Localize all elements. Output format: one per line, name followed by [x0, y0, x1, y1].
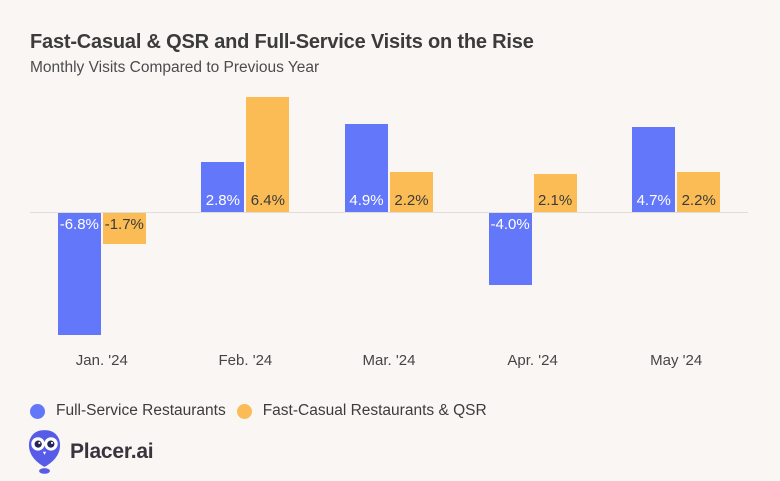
bar: 4.9% — [345, 123, 388, 212]
x-axis-label: May '24 — [650, 352, 703, 369]
bar-value-label: 2.1% — [537, 191, 573, 209]
chart-header: Fast-Casual & QSR and Full-Service Visit… — [30, 30, 534, 77]
placer-logo: Placer.ai — [27, 429, 154, 475]
legend-label: Full-Service Restaurants — [56, 402, 226, 419]
bar: -1.7% — [102, 213, 146, 244]
bar-value-label: 4.9% — [349, 191, 384, 209]
bar: 2.8% — [201, 161, 245, 212]
bar: 2.2% — [390, 172, 433, 212]
bar: 2.1% — [533, 174, 577, 212]
legend-item: Fast-Casual Restaurants & QSR — [236, 402, 487, 420]
chart-subtitle: Monthly Visits Compared to Previous Year — [30, 59, 320, 76]
bar-value-label: -4.0% — [490, 216, 530, 233]
legend-color-dot — [236, 403, 252, 419]
bar: 4.7% — [632, 127, 676, 212]
legend-color-dot — [30, 403, 45, 419]
bar: 6.4% — [246, 96, 290, 212]
bar: 2.2% — [677, 172, 721, 212]
bar: -6.8% — [57, 213, 101, 336]
bar-value-label: -1.7% — [104, 216, 144, 233]
bar-value-label: 2.2% — [394, 191, 429, 209]
x-axis-line — [30, 212, 748, 213]
x-axis-label: Feb. '24 — [218, 352, 273, 369]
legend-item: Full-Service Restaurants — [30, 402, 226, 420]
x-axis-label: Apr. '24 — [507, 352, 558, 369]
x-axis-label: Mar. '24 — [362, 352, 416, 369]
legend-label: Fast-Casual Restaurants & QSR — [262, 402, 487, 419]
bar: -4.0% — [488, 213, 532, 285]
bar-value-label: 2.8% — [205, 191, 240, 209]
bar-value-label: 2.2% — [681, 191, 716, 209]
legend: Full-Service Restaurants Fast-Casual Rest… — [30, 402, 487, 420]
chart-title: Fast-Casual & QSR and Full-Service Visit… — [30, 31, 534, 53]
bar-value-label: 6.4% — [250, 191, 285, 209]
bar-value-label: 4.7% — [636, 191, 671, 209]
bar-value-label: -6.8% — [59, 216, 99, 233]
x-axis-label: Jan. '24 — [75, 352, 128, 369]
logo-text: Placer.ai — [70, 440, 154, 463]
placer-owl-pin-icon — [27, 429, 62, 475]
